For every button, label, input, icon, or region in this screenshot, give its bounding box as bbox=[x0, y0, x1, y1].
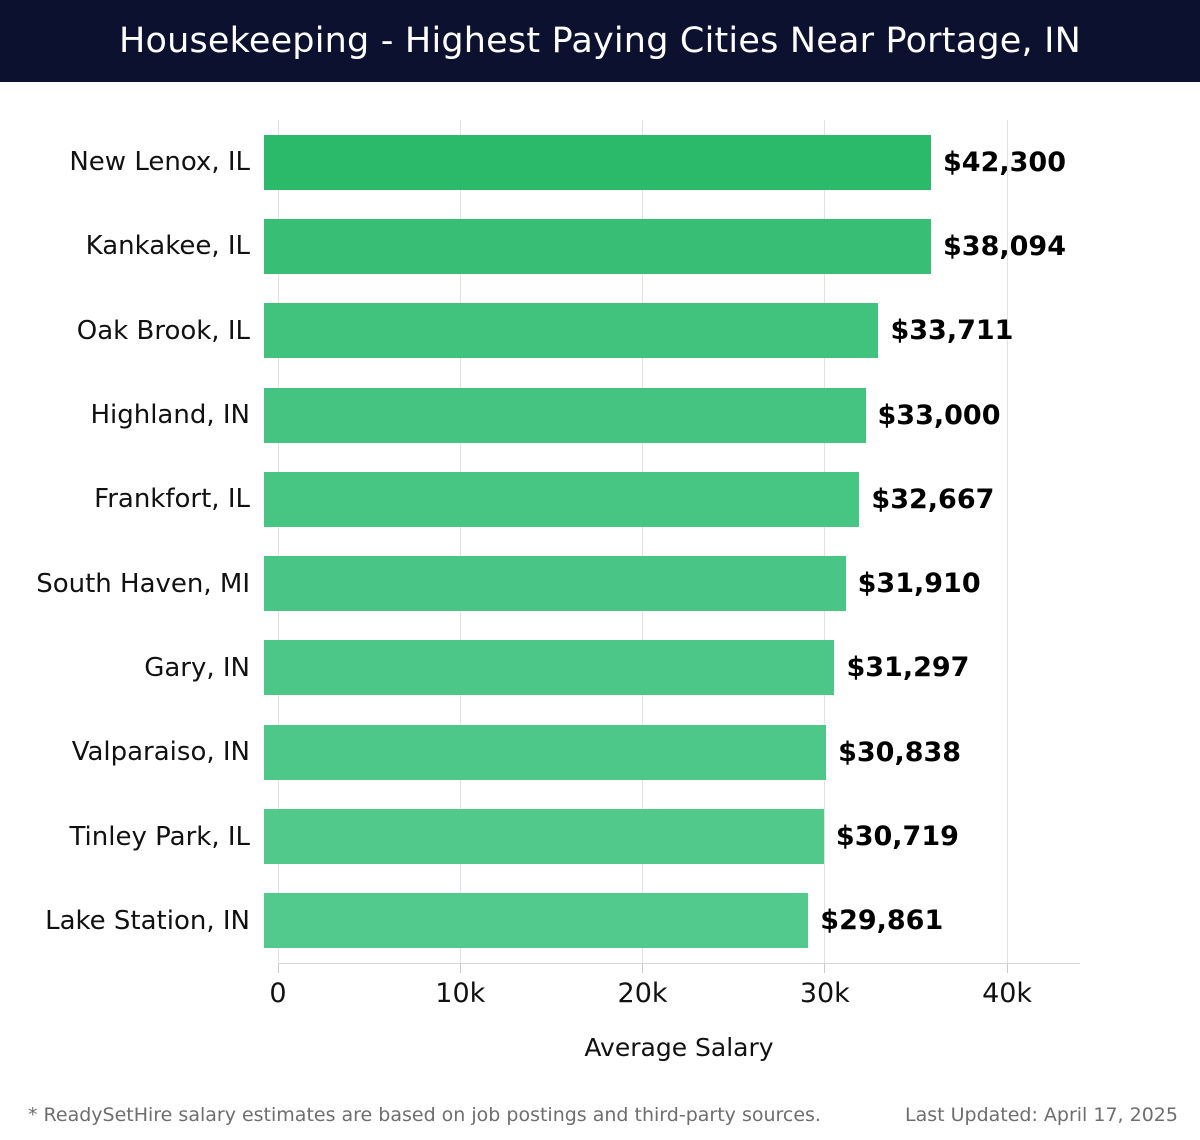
x-axis-title: Average Salary bbox=[584, 1032, 774, 1062]
tick-mark bbox=[642, 963, 644, 973]
gridline bbox=[1006, 120, 1008, 963]
bar-track: $42,300 bbox=[264, 134, 1066, 190]
category-label: Valparaiso, IN bbox=[71, 737, 250, 768]
bar-rows: New Lenox, IL $42,300 Kankakee, IL $38,094 O… bbox=[0, 120, 1200, 963]
category-label: Oak Brook, IL bbox=[76, 315, 250, 346]
bar-track: $33,000 bbox=[264, 387, 1066, 443]
value-label: $42,300 bbox=[943, 146, 1066, 178]
bar-track: $29,861 bbox=[264, 893, 1066, 949]
value-label: $31,910 bbox=[857, 568, 981, 600]
value-label: $31,297 bbox=[846, 652, 970, 684]
gridlines bbox=[277, 120, 1080, 963]
bar bbox=[264, 387, 866, 443]
bar bbox=[264, 218, 932, 274]
category-label: New Lenox, IL bbox=[69, 147, 250, 178]
gridline bbox=[824, 120, 826, 963]
tick-label: 40k bbox=[982, 977, 1033, 1009]
bar bbox=[264, 471, 860, 527]
bar-track: $31,297 bbox=[264, 640, 1066, 696]
value-label: $38,094 bbox=[943, 230, 1066, 262]
bar-track: $33,711 bbox=[264, 303, 1066, 359]
bar-track: $30,838 bbox=[264, 724, 1066, 780]
bar bbox=[264, 556, 846, 612]
category-label: Highland, IN bbox=[90, 400, 250, 431]
footnote: * ReadySetHire salary estimates are base… bbox=[28, 1104, 821, 1126]
chart-header: Housekeeping - Highest Paying Cities Nea… bbox=[0, 0, 1200, 82]
tick-label: 20k bbox=[617, 977, 668, 1009]
gridline bbox=[642, 120, 644, 963]
bar bbox=[264, 303, 879, 359]
bar-row: Valparaiso, IN $30,838 bbox=[0, 710, 1200, 794]
category-label: Lake Station, IN bbox=[45, 905, 250, 936]
gridline bbox=[459, 120, 461, 963]
x-axis-title-wrap: Average Salary bbox=[278, 1033, 1080, 1062]
bar-row: New Lenox, IL $42,300 bbox=[0, 120, 1200, 204]
tick-mark bbox=[459, 963, 461, 973]
value-label: $29,861 bbox=[820, 905, 944, 937]
bar-track: $38,094 bbox=[264, 218, 1066, 274]
bar-row: Oak Brook, IL $33,711 bbox=[0, 289, 1200, 373]
bar-row: Kankakee, IL $38,094 bbox=[0, 204, 1200, 288]
bar bbox=[264, 809, 824, 865]
value-label: $30,719 bbox=[835, 821, 959, 853]
bar bbox=[264, 640, 835, 696]
chart-footer: * ReadySetHire salary estimates are base… bbox=[0, 1104, 1200, 1140]
bar-row: Lake Station, IN $29,861 bbox=[0, 879, 1200, 963]
bar bbox=[264, 893, 809, 949]
bar-track: $30,719 bbox=[264, 809, 1066, 865]
gridline bbox=[277, 120, 279, 963]
bar-row: South Haven, MI $31,910 bbox=[0, 541, 1200, 625]
value-label: $32,667 bbox=[871, 483, 995, 515]
value-label: $30,838 bbox=[838, 736, 962, 768]
category-label: South Haven, MI bbox=[36, 568, 250, 599]
tick-label: 30k bbox=[799, 977, 850, 1009]
tick-mark bbox=[277, 963, 279, 973]
value-label: $33,000 bbox=[877, 399, 1001, 431]
bar-row: Tinley Park, IL $30,719 bbox=[0, 794, 1200, 878]
category-label: Frankfort, IL bbox=[94, 484, 250, 515]
x-axis: 0 10k 20k 30k 40k bbox=[269, 962, 1080, 1019]
bar-track: $31,910 bbox=[264, 556, 1066, 612]
category-label: Gary, IN bbox=[144, 652, 250, 683]
category-label: Tinley Park, IL bbox=[69, 821, 250, 852]
category-label: Kankakee, IL bbox=[85, 231, 250, 262]
bar bbox=[264, 724, 827, 780]
chart-body: New Lenox, IL $42,300 Kankakee, IL $38,094 O… bbox=[0, 120, 1200, 963]
bar-row: Highland, IN $33,000 bbox=[0, 373, 1200, 457]
chart-title: Housekeeping - Highest Paying Cities Nea… bbox=[118, 21, 1082, 61]
bar-track: $32,667 bbox=[264, 471, 1066, 527]
bar bbox=[264, 134, 932, 190]
tick-label: 0 bbox=[269, 977, 287, 1009]
value-label: $33,711 bbox=[890, 315, 1014, 347]
bar-row: Gary, IN $31,297 bbox=[0, 626, 1200, 710]
tick-mark bbox=[824, 963, 826, 973]
tick-mark bbox=[1006, 963, 1008, 973]
tick-label: 10k bbox=[435, 977, 486, 1009]
last-updated: Last Updated: April 17, 2025 bbox=[904, 1104, 1178, 1126]
bar-row: Frankfort, IL $32,667 bbox=[0, 457, 1200, 541]
